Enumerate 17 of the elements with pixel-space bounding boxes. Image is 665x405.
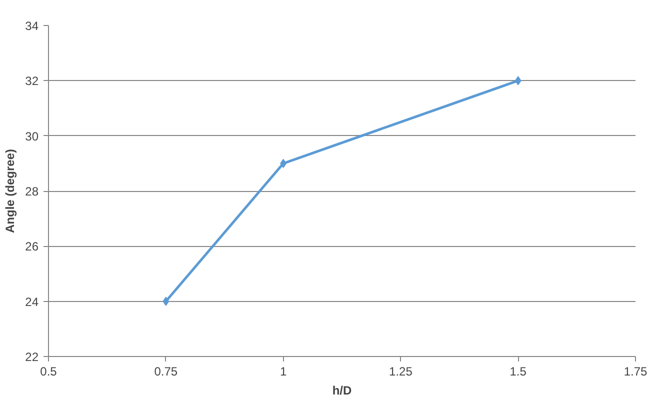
- y-tick-label: 26: [25, 240, 39, 254]
- point: [162, 296, 170, 306]
- y-tick-label: 32: [25, 74, 39, 88]
- y-tick-label: 28: [25, 184, 39, 198]
- x-tick-label: 0.75: [154, 364, 178, 378]
- y-tick-label: 22: [25, 350, 39, 364]
- x-tick-label: 0.5: [40, 364, 58, 378]
- x-axis-title: h/D: [332, 384, 352, 398]
- y-tick-label: 30: [25, 129, 39, 144]
- y-tick-label: 34: [25, 19, 39, 33]
- x-tick-label: 1: [280, 364, 287, 378]
- point: [514, 76, 522, 86]
- x-tick-label: 1.5: [510, 364, 527, 378]
- y-tick-label: 24: [25, 294, 39, 309]
- y-axis-title: Angle (degree): [3, 148, 18, 234]
- x-tick-label: 1.25: [389, 364, 413, 378]
- x-tick-label: 1.75: [624, 364, 648, 378]
